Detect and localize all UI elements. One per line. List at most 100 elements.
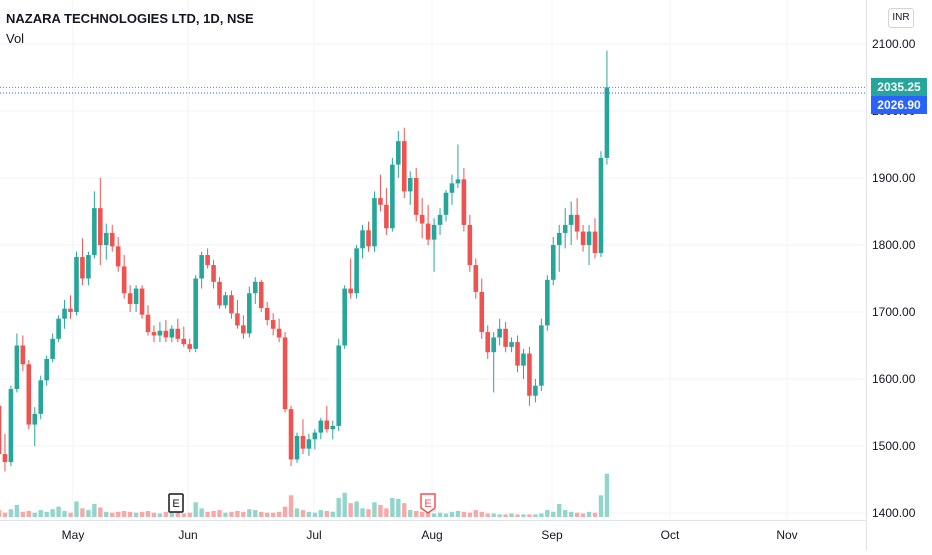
candle-body — [300, 435, 306, 449]
candlesticks — [0, 50, 610, 472]
candle-body — [413, 178, 419, 215]
volume-bar — [56, 506, 61, 517]
volume-bar — [181, 513, 186, 517]
x-tick-label: Nov — [776, 528, 797, 542]
axes: 1400.00 1500.00 1600.00 1700.00 1800.00 1900.… — [0, 0, 916, 550]
y-tick-label: 1900.00 — [872, 171, 916, 185]
volume-bar — [199, 508, 204, 517]
volume-bar — [247, 509, 252, 517]
volume-bar — [568, 511, 574, 517]
volume-bar — [300, 510, 306, 517]
candle-body — [419, 214, 425, 224]
candle-body — [133, 288, 139, 304]
candle-body — [187, 344, 193, 349]
candle-body — [396, 141, 401, 165]
candle-body — [574, 214, 580, 232]
volume-bar — [390, 497, 395, 517]
candle-body — [175, 328, 181, 339]
currency-button[interactable]: INR — [888, 8, 914, 28]
y-tick-label: 1400.00 — [872, 506, 916, 520]
volume-bar — [378, 504, 383, 517]
volume-bar — [276, 511, 282, 517]
candle-body — [443, 192, 449, 215]
candle-body — [109, 232, 115, 247]
volume-bar — [396, 498, 401, 517]
candle-body — [205, 255, 210, 266]
volume-bar — [175, 511, 180, 517]
event-icon — [168, 493, 184, 513]
candle-body — [258, 281, 264, 308]
candle-body — [98, 208, 103, 245]
candle-body — [354, 248, 359, 294]
y-tick-label: 1700.00 — [872, 305, 916, 319]
candle-body — [121, 266, 127, 294]
earnings-event-marker[interactable]: E — [420, 493, 436, 514]
volume-bar — [74, 501, 79, 517]
earnings-event-marker[interactable]: E — [168, 493, 184, 513]
candle-body — [324, 420, 330, 430]
volume-bar — [306, 511, 312, 517]
last-price-badge: 2035.25 — [871, 78, 927, 97]
candle-body — [169, 328, 175, 338]
volume-bar — [557, 504, 562, 517]
volume-bar — [14, 504, 20, 517]
volume-bar — [479, 511, 484, 517]
candle-body — [568, 214, 574, 225]
volume-bar — [574, 512, 580, 517]
candle-body — [50, 338, 55, 359]
candle-body — [312, 432, 318, 440]
volume-bar — [461, 511, 467, 517]
volume-bar — [187, 512, 192, 517]
candle-body — [223, 295, 228, 306]
candle-body — [455, 179, 461, 184]
volume-bar — [598, 495, 604, 517]
volume-bar — [110, 512, 115, 517]
candle-body — [32, 413, 38, 425]
candle-body — [342, 288, 347, 346]
candle-body — [562, 224, 568, 233]
volume-bar — [205, 511, 210, 517]
volume-bar — [503, 514, 508, 517]
volume-bar — [604, 473, 610, 517]
volume-bar — [455, 510, 461, 517]
candle-body — [139, 288, 145, 315]
candle-body — [86, 255, 91, 279]
candle-body — [8, 389, 14, 463]
volume-bar — [342, 492, 347, 517]
candle-body — [401, 141, 407, 192]
volume-bar — [133, 512, 139, 517]
volume-bar — [104, 511, 109, 517]
candle-body — [103, 232, 109, 245]
candle-body — [348, 288, 353, 294]
x-tick-label: Jun — [178, 528, 197, 542]
candle-body — [247, 293, 252, 334]
candle-body — [20, 345, 26, 365]
candle-body — [62, 308, 67, 319]
candle-body — [151, 332, 157, 336]
volume-bar — [443, 513, 449, 517]
volume-bar — [366, 509, 371, 517]
volume-bar — [372, 502, 377, 517]
x-tick-label: May — [62, 528, 85, 542]
volume-indicator-label[interactable]: Vol — [6, 31, 25, 46]
volume-bar — [324, 510, 329, 517]
volume-bar — [169, 512, 175, 517]
candle-body — [211, 265, 216, 282]
candle-body — [56, 318, 61, 339]
candle-body — [0, 405, 2, 455]
candle-body — [288, 409, 294, 460]
candle-body — [235, 313, 240, 326]
volume-bar — [38, 510, 43, 517]
volume-bar — [193, 502, 198, 517]
candle-body — [527, 353, 532, 396]
volume-bar — [521, 514, 526, 517]
candle-body — [181, 338, 187, 345]
candle-body — [598, 157, 604, 254]
candle-body — [449, 183, 455, 193]
volume-bar — [449, 511, 455, 517]
candle-body — [485, 332, 491, 353]
volume-bar — [20, 511, 26, 517]
